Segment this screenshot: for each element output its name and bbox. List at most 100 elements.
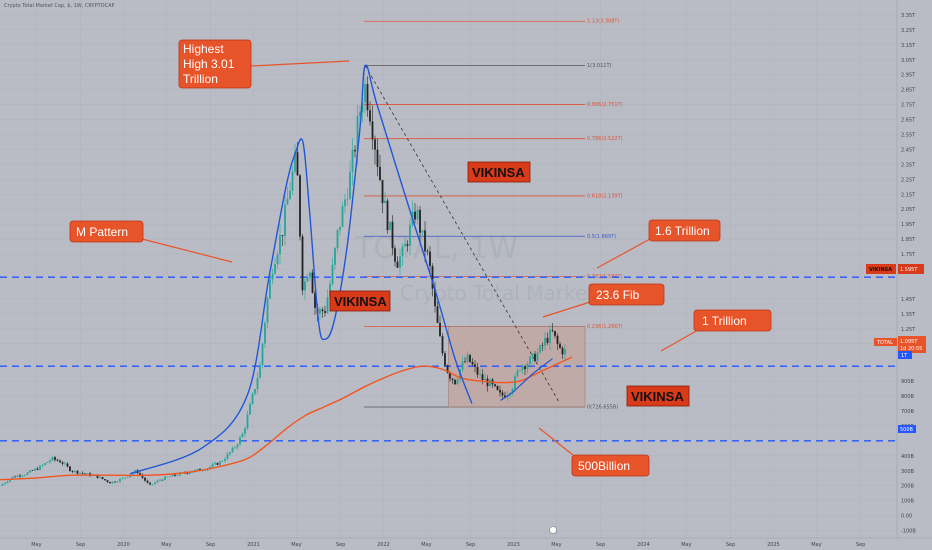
candle-body	[351, 149, 354, 172]
candle-body	[234, 447, 236, 449]
marker-500b-box	[898, 425, 916, 433]
vikinsa-label-2: VIKINSA	[329, 290, 391, 312]
candle-body	[1, 483, 4, 486]
callout-label: 500Billion	[578, 459, 630, 473]
time-tick-label: May	[291, 542, 301, 548]
candle-body	[364, 84, 366, 103]
candle-body	[419, 209, 421, 233]
candle-body	[311, 272, 314, 293]
candle-body	[471, 362, 474, 365]
candle-body	[109, 481, 111, 484]
marker-total-box	[874, 338, 897, 346]
time-tick-label: May	[421, 542, 431, 548]
candle-body	[29, 470, 31, 473]
candle-body	[79, 472, 81, 474]
candle-body	[424, 230, 426, 252]
time-tick-label: Sep	[466, 542, 475, 548]
price-tick-label: 1.85T	[901, 237, 916, 243]
candle-body	[281, 235, 284, 237]
vikinsa-text: VIKINSA	[631, 389, 684, 404]
candle-body	[534, 353, 536, 362]
time-axis[interactable]: May Sep 2020 May Sep 2021 May Sep 2022 May Sep 2023…	[0, 537, 932, 548]
arrow-1-trillion	[660, 329, 699, 352]
price-tick-label: 2.85T	[901, 88, 916, 94]
candle-body	[66, 463, 69, 467]
candle-body	[199, 468, 201, 471]
callout-label: 1.6 Trillion	[655, 224, 710, 238]
candle-body	[289, 190, 291, 200]
candle-body	[241, 433, 244, 438]
candle-body	[294, 152, 296, 172]
price-axis[interactable]: 3.35T 3.25T 3.15T 3.05T 2.95T 2.85T 2.75T 2.65T…	[866, 0, 926, 538]
callout-box	[693, 309, 772, 332]
price-tick-label: 2.15T	[901, 192, 916, 198]
candle-body	[396, 261, 399, 268]
candle-body	[564, 349, 566, 355]
candle-body	[504, 395, 506, 398]
candle-body	[306, 277, 309, 282]
candle-body	[474, 364, 476, 367]
callout-highest-high: Highest High 3.01 Trillion	[178, 39, 252, 89]
candle-body	[526, 363, 529, 370]
candle-body	[224, 459, 226, 462]
price-tick-label: 100B	[901, 499, 915, 505]
price-tick-label: 400B	[901, 454, 915, 460]
marker-total-value-text: 1.095T	[900, 339, 918, 345]
candle-body	[176, 475, 179, 477]
candle-body	[81, 472, 84, 474]
recovery-curve	[500, 358, 553, 402]
candle-body	[496, 386, 499, 390]
candle-body	[446, 365, 449, 373]
callout-1-trillion: 1 Trillion	[693, 309, 772, 332]
watermark-symbol: TOTAL, 1W	[354, 231, 518, 266]
time-tick-label: 2020	[117, 542, 130, 548]
vikinsa-box	[467, 161, 531, 183]
price-tick-label: 2.65T	[901, 118, 916, 124]
candle-body	[271, 273, 274, 280]
candle-body	[111, 481, 114, 484]
time-tick-label: Sep	[206, 542, 215, 548]
candle-body	[381, 180, 384, 204]
candle-body	[326, 297, 329, 313]
candle-body	[46, 462, 49, 464]
candle-body	[516, 370, 519, 377]
candle-body	[244, 428, 246, 434]
callout-label: 1 Trillion	[702, 314, 747, 328]
candle-body	[401, 246, 404, 257]
vikinsa-text: VIKINSA	[334, 294, 387, 309]
candle-body	[211, 464, 214, 467]
marker-total-text: TOTAL	[876, 340, 893, 346]
candle-body	[469, 354, 471, 363]
candle-body	[386, 200, 389, 231]
candle-body	[384, 200, 386, 204]
price-tick-label: 1.75T	[901, 252, 916, 258]
candle-body	[349, 171, 351, 200]
scroll-indicator-circle	[549, 526, 557, 534]
candle-body	[521, 366, 524, 371]
candle-body	[319, 309, 321, 314]
candle-body	[216, 462, 219, 465]
candle-body	[406, 244, 409, 246]
scroll-indicator-icon[interactable]	[549, 526, 557, 534]
time-tick-label: May	[161, 542, 171, 548]
candle-body	[9, 479, 11, 482]
price-tick-label: 2.95T	[901, 73, 916, 79]
time-tick-label: 2024	[637, 542, 650, 548]
candle-body	[354, 149, 356, 152]
candle-body	[434, 288, 436, 307]
candle-body	[324, 311, 326, 313]
fib-level-label: 0.786(2.522T)	[587, 136, 623, 142]
callout-label: Highest High 3.01 Trillion	[183, 42, 238, 86]
time-tick-label: May	[681, 542, 691, 548]
candle-body	[549, 330, 551, 343]
fib-level-label: 0.886(2.751T)	[587, 102, 623, 108]
fib-level-label: 1.13(3.308T)	[587, 19, 619, 25]
callout-label: M Pattern	[76, 225, 128, 239]
candle-body	[126, 477, 129, 478]
candle-body	[64, 463, 66, 465]
candle-body	[466, 354, 469, 363]
fib-level-label: 0.236(1.266T)	[587, 324, 623, 330]
candle-body	[124, 477, 126, 479]
candle-body	[539, 345, 541, 353]
